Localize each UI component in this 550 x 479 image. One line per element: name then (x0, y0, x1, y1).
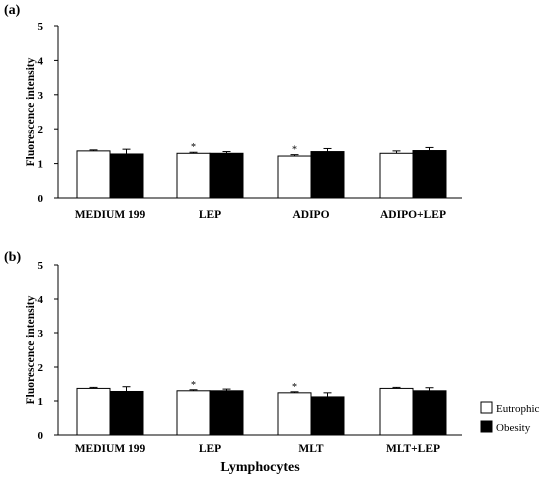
panel-label: (b) (4, 250, 21, 265)
category-label: ADIPO+LEP (380, 209, 446, 221)
y-tick-label: 2 (38, 362, 44, 374)
bar-obesity-adipo-lep (412, 150, 447, 199)
bar-obesity-medium-199 (109, 390, 144, 436)
bar-eutrophic-lep (176, 152, 211, 199)
bar-obesity-medium-199 (109, 153, 144, 199)
y-tick-label: 4 (38, 55, 44, 67)
bar-eutrophic-medium-199 (76, 387, 111, 436)
y-tick-label: 4 (38, 294, 44, 306)
y-tick-label: 0 (38, 193, 44, 205)
y-tick-label: 0 (38, 430, 44, 442)
bar-obesity-mlt (310, 396, 345, 436)
bar-eutrophic-mlt (277, 392, 312, 436)
y-tick-label: 3 (38, 328, 44, 340)
bar-obesity-lep (209, 152, 244, 199)
y-axis-label: Fluorescence intensity (25, 57, 37, 166)
y-tick-label: 5 (38, 260, 44, 272)
significance-marker: * (292, 145, 297, 156)
panel-label: (a) (4, 3, 21, 18)
bar-obesity-adipo (310, 151, 345, 199)
y-axis-label: Fluorescence intensity (25, 295, 37, 404)
category-label: MLT+LEP (386, 443, 440, 455)
bar-eutrophic-adipo-lep (379, 152, 414, 199)
bar-eutrophic-medium-199 (76, 150, 111, 199)
y-tick-label: 2 (38, 124, 44, 136)
y-tick-label: 5 (38, 21, 44, 33)
significance-marker: * (191, 142, 196, 153)
y-tick-label: 1 (38, 396, 44, 408)
y-tick-label: 3 (38, 90, 44, 102)
legend-label-eutrophic: Eutrophic (496, 403, 539, 415)
bar-eutrophic-adipo (277, 155, 312, 199)
significance-marker: * (292, 382, 297, 393)
legend-swatch-eutrophic (480, 401, 493, 414)
x-axis-label: Lymphocytes (220, 460, 300, 475)
y-tick-label: 1 (38, 159, 44, 171)
category-label: LEP (199, 209, 221, 221)
category-label: MLT (298, 443, 323, 455)
category-label: MEDIUM 199 (75, 209, 146, 221)
bar-obesity-mlt-lep (412, 390, 447, 436)
bar-eutrophic-lep (176, 390, 211, 436)
significance-marker: * (191, 380, 196, 391)
legend-label-obesity: Obesity (496, 422, 531, 434)
bar-obesity-lep (209, 390, 244, 436)
legend-swatch-obesity (480, 420, 493, 433)
category-label: ADIPO (292, 209, 329, 221)
bar-eutrophic-mlt-lep (379, 387, 414, 436)
category-label: LEP (199, 443, 221, 455)
category-label: MEDIUM 199 (75, 443, 146, 455)
